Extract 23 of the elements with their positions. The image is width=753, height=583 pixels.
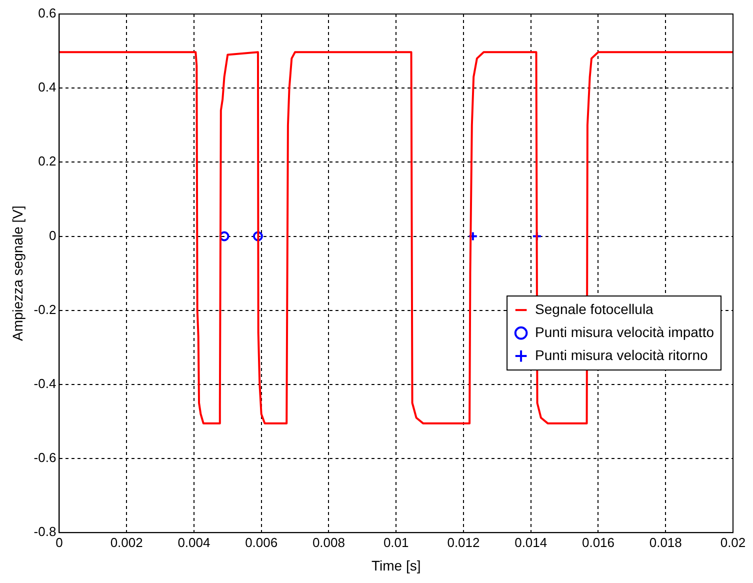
legend-label: Punti misura velocità ritorno — [535, 346, 708, 363]
y-tick-label: -0.6 — [34, 450, 56, 466]
x-tick-label: 0.018 — [649, 534, 682, 550]
x-tick-label: 0.004 — [178, 534, 210, 550]
x-tick-label: 0.014 — [514, 534, 548, 550]
legend-label: Segnale fotocellula — [535, 300, 654, 317]
x-tick-label: 0.02 — [720, 534, 746, 550]
y-tick-label: -0.8 — [34, 524, 56, 540]
y-tick-label: 0 — [48, 228, 56, 243]
x-tick-label: 0.002 — [110, 534, 143, 550]
legend-label: Punti misura velocità impatto — [535, 324, 714, 340]
y-tick-label: -0.2 — [34, 302, 56, 317]
y-tick-label: 0.4 — [38, 80, 56, 95]
x-tick-label: 0.012 — [447, 534, 480, 550]
x-tick-label: 0.008 — [312, 534, 345, 550]
y-tick-label: -0.4 — [34, 376, 56, 392]
x-tick-label: 0.016 — [582, 534, 615, 550]
x-tick-label: 0.006 — [245, 534, 278, 550]
y-tick-label: 0.2 — [38, 154, 56, 169]
x-tick-label: 0.01 — [383, 534, 409, 550]
y-tick-label: 0.6 — [38, 6, 56, 21]
x-axis-title: Time [s] — [371, 557, 421, 574]
y-axis-title: Ampiezza segnale [V] — [9, 206, 26, 342]
